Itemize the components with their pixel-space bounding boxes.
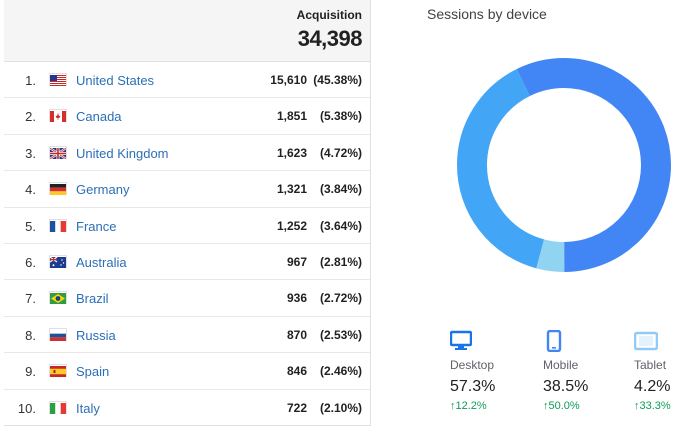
device-tablet: Tablet 4.2% ↑33.3%	[633, 330, 686, 412]
acquisition-value: 15,610	[270, 73, 307, 87]
table-row: 8. Russia 870 (2.53%)	[4, 317, 370, 354]
country-link[interactable]: Italy	[76, 400, 100, 416]
country-link[interactable]: Canada	[76, 109, 122, 125]
device-name: Tablet	[634, 358, 667, 372]
table-row: 9. Spain 846 (2.46%)	[4, 353, 370, 390]
device-name: Desktop	[450, 358, 495, 372]
arrow-up-icon: ↑	[543, 400, 549, 412]
acquisition-total: 34,398	[297, 26, 363, 51]
row-rank: 2.	[25, 109, 36, 125]
donut-slice-mobile	[457, 58, 671, 272]
row-rank: 6.	[25, 254, 36, 270]
country-link[interactable]: Australia	[76, 254, 127, 270]
acquisition-value: 1,321	[276, 182, 307, 197]
acquisition-percent: (45.38%)	[313, 73, 362, 87]
row-rank: 10.	[17, 400, 36, 416]
acquisition-value: 967	[286, 254, 307, 269]
sessions-donut-chart	[457, 58, 671, 272]
table-row: 2. Canada 1,851 (5.38%)	[4, 98, 370, 135]
country-link[interactable]: France	[76, 218, 117, 234]
device-percentage: 4.2%	[634, 378, 671, 395]
row-rank: 8.	[25, 327, 36, 343]
acquisition-value: 870	[286, 327, 307, 342]
arrow-up-icon: ↑	[634, 400, 640, 412]
row-rank: 1.	[25, 73, 36, 88]
it-flag-icon	[50, 402, 66, 414]
table-row: 1. United States 15,610 (45.38%)	[4, 62, 370, 99]
acquisition-label: Acquisition	[296, 8, 362, 22]
acquisition-table: Acquisition 34,398 1. United States 15,610…	[4, 0, 371, 426]
country-list: 1. United States 15,610 (45.38%) 2. Canada 1,8…	[4, 62, 370, 426]
acquisition-percent: (3.64%)	[319, 218, 362, 233]
acquisition-percent: (5.38%)	[319, 109, 362, 124]
device-change: ↑50.0%	[543, 400, 580, 412]
acquisition-value: 936	[286, 291, 307, 306]
us-flag-icon	[50, 74, 66, 86]
device-change: ↑12.2%	[450, 400, 487, 412]
acquisition-percent: (2.53%)	[319, 327, 362, 342]
acquisition-value: 846	[286, 364, 307, 379]
gb-flag-icon	[49, 146, 67, 160]
ca-flag-icon	[50, 110, 66, 123]
device-desktop: Desktop 57.3% ↑12.2%	[449, 330, 520, 412]
fr-flag-icon	[50, 220, 66, 232]
row-rank: 9.	[25, 364, 36, 380]
device-change: ↑33.3%	[634, 400, 671, 412]
row-rank: 7.	[25, 291, 36, 307]
acquisition-percent: (2.81%)	[319, 254, 362, 269]
device-percentage: 57.3%	[450, 378, 496, 395]
table-row: 4. Germany 1,321 (3.84%)	[4, 171, 370, 208]
acquisition-value: 1,252	[276, 218, 307, 233]
country-link[interactable]: United Kingdom	[76, 145, 169, 161]
desktop-icon	[449, 330, 520, 352]
acquisition-value: 722	[286, 400, 307, 415]
de-flag-icon	[50, 183, 66, 196]
donut-slice-desktop	[457, 58, 671, 272]
mobile-icon	[543, 329, 613, 353]
row-rank: 3.	[25, 145, 36, 161]
table-header: Acquisition 34,398	[4, 0, 370, 62]
ru-flag-icon	[50, 329, 66, 341]
table-row: 7. Brazil 936 (2.72%)	[4, 280, 370, 317]
device-percentage: 38.5%	[543, 378, 589, 395]
acquisition-percent: (2.10%)	[319, 400, 362, 415]
country-link[interactable]: Brazil	[76, 291, 109, 307]
sessions-by-device-title: Sessions by device	[427, 6, 547, 22]
acquisition-percent: (4.72%)	[319, 145, 362, 160]
acquisition-value: 1,851	[276, 109, 307, 124]
row-rank: 5.	[25, 218, 36, 234]
donut-slice-tablet	[457, 58, 671, 272]
au-flag-icon	[49, 256, 66, 268]
country-link[interactable]: United States	[76, 73, 155, 88]
tablet-icon	[633, 330, 686, 352]
country-link[interactable]: Russia	[76, 327, 116, 343]
acquisition-percent: (3.84%)	[319, 182, 362, 197]
table-row: 6. Australia 967 (2.81%)	[4, 244, 370, 281]
acquisition-value: 1,623	[276, 145, 307, 160]
arrow-up-icon: ↑	[450, 400, 456, 412]
country-link[interactable]: Germany	[76, 182, 130, 198]
table-row: 5. France 1,252 (3.64%)	[4, 208, 370, 244]
row-rank: 4.	[25, 182, 36, 198]
es-flag-icon	[50, 365, 66, 378]
country-link[interactable]: Spain	[76, 364, 110, 380]
device-mobile: Mobile 38.5% ↑50.0%	[543, 329, 613, 412]
table-row: 3. United Kingdom 1,623 (4.72%)	[4, 135, 370, 172]
acquisition-percent: (2.72%)	[319, 291, 362, 306]
device-name: Mobile	[543, 358, 579, 372]
br-flag-icon	[50, 292, 66, 305]
acquisition-percent: (2.46%)	[319, 364, 362, 379]
table-row: 10. Italy 722 (2.10%)	[4, 390, 370, 426]
